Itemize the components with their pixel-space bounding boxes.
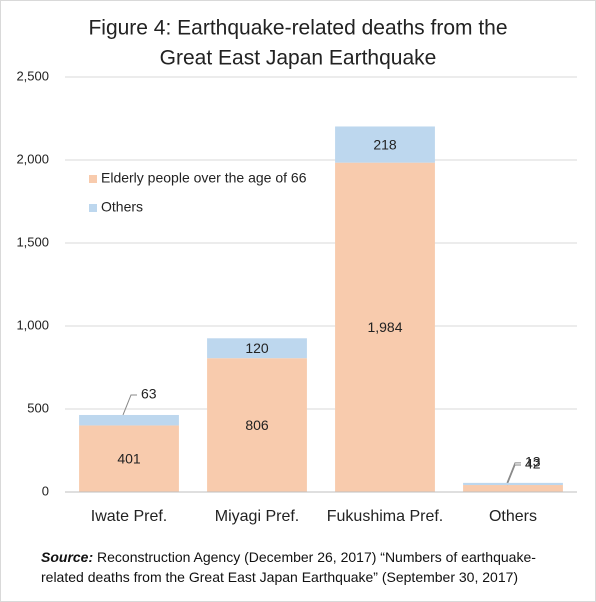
leader-line <box>122 394 137 416</box>
source-text: Reconstruction Agency (December 26, 2017… <box>41 549 536 585</box>
bar-segment <box>463 482 563 486</box>
legend-swatch <box>89 204 97 212</box>
legend-label: Others <box>101 199 143 215</box>
y-tick-label: 2,500 <box>16 68 49 83</box>
y-tick-label: 2,000 <box>16 151 49 166</box>
y-tick-label: 500 <box>27 400 49 415</box>
x-tick-label: Fukushima Pref. <box>327 508 443 525</box>
chart: Figure 4: Earthquake-related deaths from… <box>16 17 577 525</box>
y-tick-label: 1,000 <box>16 317 49 332</box>
leader-line <box>506 464 521 486</box>
bar-segment <box>207 358 307 492</box>
bar-segment <box>79 425 179 492</box>
data-label: 218 <box>373 136 397 152</box>
data-label: 401 <box>117 450 141 466</box>
bar-segment <box>335 162 435 492</box>
data-label: 63 <box>141 386 157 402</box>
bar-segment <box>463 485 563 492</box>
bar-segment <box>335 126 435 163</box>
chart-title: Figure 4: Earthquake-related deaths from… <box>88 17 507 40</box>
legend-label: Elderly people over the age of 66 <box>101 170 307 186</box>
bar-segment <box>207 338 307 359</box>
data-label: 13 <box>525 454 541 470</box>
y-tick-label: 0 <box>42 483 49 498</box>
source-label: Source: <box>41 549 94 565</box>
data-label: 806 <box>245 417 269 433</box>
leader-line <box>506 462 521 484</box>
x-tick-label: Miyagi Pref. <box>215 508 299 525</box>
x-tick-label: Others <box>489 508 537 525</box>
source-note: Source: Reconstruction Agency (December … <box>41 547 561 587</box>
bar-segment <box>79 414 179 426</box>
chart-title: Great East Japan Earthquake <box>160 47 437 70</box>
data-label: 1,984 <box>367 319 402 335</box>
x-tick-label: Iwate Pref. <box>91 508 167 525</box>
data-label: 42 <box>525 456 541 472</box>
y-tick-label: 1,500 <box>16 234 49 249</box>
data-label: 120 <box>245 340 269 356</box>
legend-swatch <box>89 175 97 183</box>
